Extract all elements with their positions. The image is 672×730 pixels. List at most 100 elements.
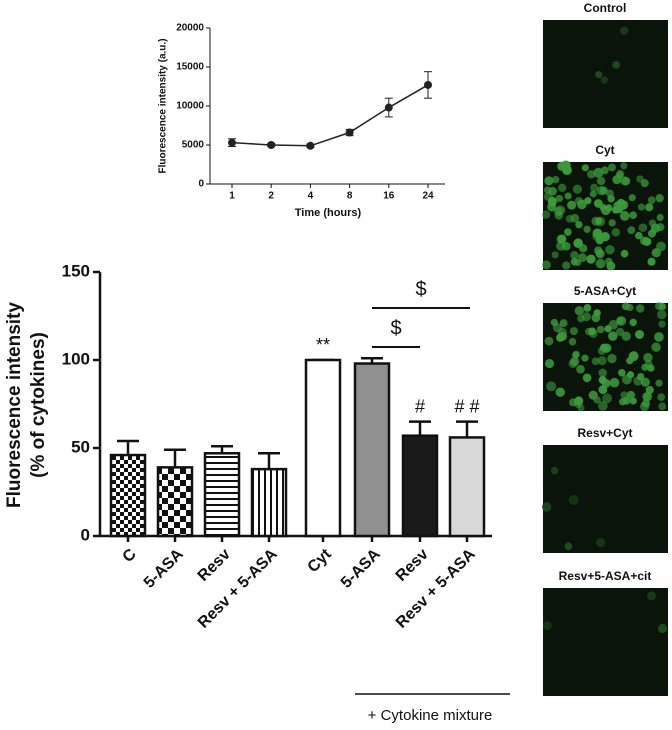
cell [651,342,661,352]
cell [604,325,612,333]
x-tick-label: 4 [308,191,314,202]
cell [558,183,567,193]
bar [448,436,486,538]
cell [655,379,663,387]
annotation: # # [454,396,479,416]
cell [618,369,626,377]
cell [564,228,572,236]
cell [568,494,579,505]
bar [304,358,342,538]
cell [642,391,652,402]
y-axis-label: Fluorescence intensity (a.u.) [158,38,169,173]
y-tick-label: 150 [62,261,90,280]
cell [635,304,645,313]
cell [544,358,555,369]
cell [616,200,627,211]
cell [557,327,567,337]
micrograph [543,588,668,696]
error-bar [117,439,139,456]
cell [552,175,560,184]
cell [596,325,605,334]
point [424,80,432,89]
cell [598,368,607,378]
cell [593,167,604,178]
cell [595,248,604,258]
micrograph [543,445,668,553]
cell [602,393,613,404]
cell [559,319,568,327]
bracket-label: $ [415,278,426,300]
cell [628,194,636,202]
cell [657,623,668,634]
y-tick-label: 0 [81,525,90,544]
cell [577,199,587,210]
cell [656,213,664,222]
cell [572,184,583,194]
cell [605,189,614,198]
cell [638,223,648,232]
annotation: # [415,396,425,416]
x-tick-label: 1 [229,191,235,202]
cell [555,387,565,397]
cell [574,306,584,316]
cell [541,502,552,512]
x-tick-label: 5-ASA [338,545,384,591]
cell [657,393,666,401]
cell [564,192,572,200]
cell [640,377,650,387]
image-label: Control [584,1,627,15]
cell [583,225,591,233]
cell [600,76,609,84]
cell [597,356,607,366]
cell [577,314,585,323]
annotation: ** [316,335,330,355]
point [267,141,276,149]
y-tick-label: 15000 [176,62,204,73]
point [384,103,393,112]
bar [250,467,288,538]
cell [588,329,598,339]
cell [642,237,652,246]
cell [599,343,609,353]
cell [608,219,616,227]
cell [568,337,577,346]
cell [544,336,554,346]
cell [578,244,588,253]
cell [647,229,657,238]
x-tick-label: 24 [422,191,434,202]
cell [620,249,629,258]
cell [629,318,637,327]
cell [546,381,557,392]
cell [656,223,665,232]
cell [550,466,559,475]
cell [647,196,656,205]
cell [605,244,615,255]
cell [616,316,624,325]
cell [658,320,666,328]
cell [655,193,664,203]
bar [109,453,147,538]
y-tick-label: 50 [71,437,90,456]
x-tick-label: Cyt [305,545,336,576]
cell [647,257,656,266]
cell [635,231,643,240]
cell [564,542,573,551]
cell [593,199,603,208]
cell [596,538,606,548]
cell [612,60,621,69]
cell [592,231,602,242]
cell [557,161,567,171]
cell [600,205,611,216]
x-axis-label: Time (hours) [295,207,362,219]
cell [595,71,603,79]
cell [611,228,621,237]
x-tick-label: 16 [383,191,395,202]
group-label: + Cytokine mixture [368,707,493,724]
cell [586,169,596,179]
cell [597,401,608,411]
cell [541,210,551,219]
bar [401,434,439,538]
cell [542,260,551,270]
cell [542,621,552,631]
cell [577,253,587,262]
